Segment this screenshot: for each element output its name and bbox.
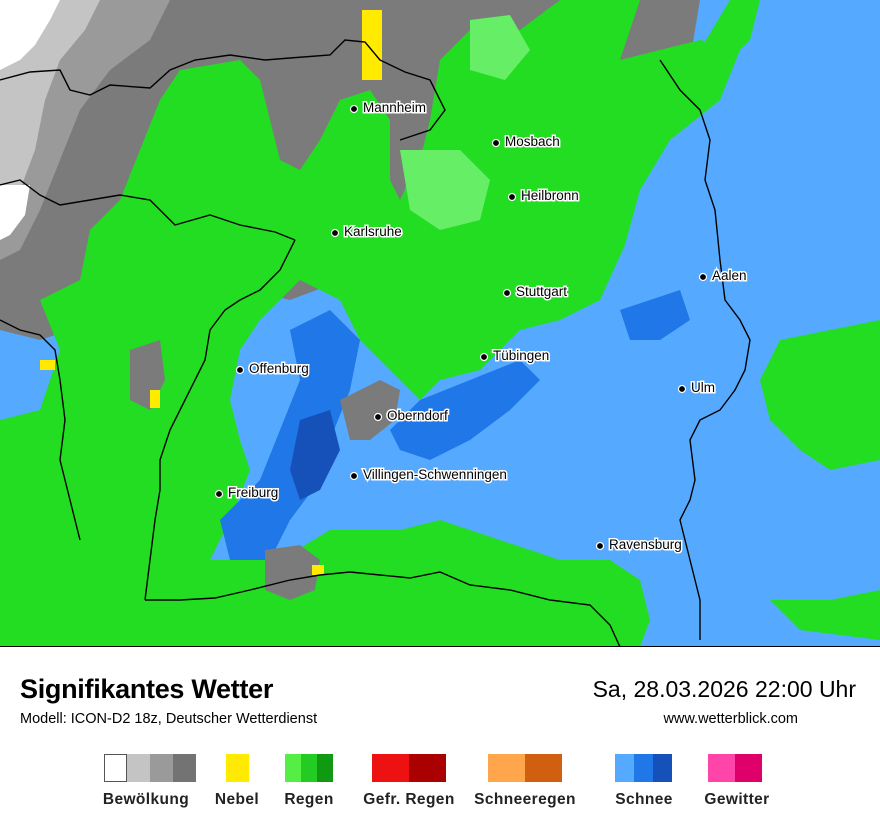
page-title: Signifikantes Wetter	[20, 674, 274, 704]
snow-area-dark-west	[220, 310, 360, 560]
svg-text:Heilbronn: Heilbronn	[521, 188, 579, 203]
cloud-area-south	[265, 545, 320, 600]
legend-label-schneeregen: Schneeregen	[474, 791, 576, 808]
city-oberndorf[interactable]: Oberndorf	[373, 407, 450, 425]
svg-text:Mosbach: Mosbach	[505, 134, 560, 149]
swatch-cloud-dark	[173, 754, 196, 782]
legend-swatches-gefr-regen	[372, 754, 446, 782]
swatch-rain-mid	[301, 754, 317, 782]
swatch-freezing-rain-dark	[409, 754, 446, 782]
svg-text:Tübingen: Tübingen	[493, 348, 549, 363]
swatch-sleet-dark	[525, 754, 562, 782]
model-info: Modell: ICON-D2 18z, Deutscher Wetterdie…	[20, 711, 318, 727]
forecast-datetime: Sa, 28.03.2026 22:00 Uhr	[592, 676, 856, 702]
swatch-fog	[226, 754, 249, 782]
website-link[interactable]: www.wetterblick.com	[663, 711, 798, 727]
legend-swatches-nebel	[226, 754, 249, 782]
swatch-snow-dark	[653, 754, 672, 782]
city-mosbach[interactable]: Mosbach	[491, 133, 561, 151]
cloud-area-oberndorf	[340, 380, 400, 440]
city-ulm[interactable]: Ulm	[677, 379, 717, 397]
swatch-cloud-light	[127, 754, 150, 782]
swatch-thunderstorm-dark	[735, 754, 762, 782]
rain-area-light-2	[470, 15, 530, 80]
svg-text:Ravensburg: Ravensburg	[609, 537, 682, 552]
city-tuebingen[interactable]: Tübingen	[479, 347, 551, 365]
fog-area-2	[150, 390, 160, 408]
swatch-snow-light	[615, 754, 634, 782]
legend-label-nebel: Nebel	[214, 791, 260, 808]
legend-label-gefr-regen: Gefr. Regen	[363, 791, 455, 808]
legend-swatches-schnee	[615, 754, 672, 782]
legend-swatches-bewoelkung	[104, 754, 196, 782]
rain-area-light-1	[400, 150, 490, 230]
fog-area-3	[40, 360, 55, 370]
fog-area-4	[312, 565, 324, 575]
city-aalen[interactable]: Aalen	[698, 267, 748, 285]
city-karlsruhe[interactable]: Karlsruhe	[330, 223, 403, 241]
map-footer: Signifikantes Wetter Modell: ICON-D2 18z…	[0, 647, 880, 830]
country-borders	[0, 39, 751, 647]
cloud-area-clear	[0, 0, 60, 240]
swatch-snow-mid	[634, 754, 653, 782]
legend-label-schnee: Schnee	[615, 791, 673, 808]
city-stuttgart[interactable]: Stuttgart	[502, 283, 569, 301]
rain-area-se	[770, 590, 880, 640]
fog-area-1	[362, 10, 382, 80]
rain-area-ne	[700, 0, 760, 70]
legend: Bewölkung Nebel Regen Gefr. Regen	[0, 753, 880, 823]
svg-text:Oberndorf: Oberndorf	[387, 408, 448, 423]
city-ravensburg[interactable]: Ravensburg	[595, 536, 683, 554]
swatch-cloud-mid	[150, 754, 173, 782]
legend-swatches-schneeregen	[488, 754, 562, 782]
city-offenburg[interactable]: Offenburg	[235, 360, 310, 378]
swatch-clear	[104, 754, 127, 782]
rain-area-main	[0, 0, 740, 647]
legend-swatches-regen	[285, 754, 333, 782]
snow-area-dark-east	[620, 290, 690, 340]
svg-text:Ulm: Ulm	[691, 380, 715, 395]
city-mannheim[interactable]: Mannheim	[349, 99, 428, 117]
svg-text:Karlsruhe: Karlsruhe	[344, 224, 402, 239]
rain-area-east	[760, 320, 880, 470]
legend-label-regen: Regen	[284, 791, 334, 808]
svg-text:Stuttgart: Stuttgart	[516, 284, 567, 299]
svg-text:Freiburg: Freiburg	[228, 485, 278, 500]
swatch-rain-dark	[317, 754, 333, 782]
legend-label-gewitter: Gewitter	[704, 791, 770, 808]
svg-text:Mannheim: Mannheim	[363, 100, 426, 115]
weather-map: Mannheim Mosbach Heilbronn Karlsruhe Stu…	[0, 0, 880, 647]
city-freiburg[interactable]: Freiburg	[214, 484, 280, 502]
swatch-freezing-rain-light	[372, 754, 409, 782]
legend-swatches-gewitter	[708, 754, 762, 782]
svg-text:Aalen: Aalen	[712, 268, 747, 283]
city-heilbronn[interactable]: Heilbronn	[507, 187, 580, 205]
swatch-sleet-light	[488, 754, 525, 782]
swatch-rain-light	[285, 754, 301, 782]
cities: Mannheim Mosbach Heilbronn Karlsruhe Stu…	[214, 99, 748, 554]
svg-text:Offenburg: Offenburg	[249, 361, 309, 376]
swatch-thunderstorm-light	[708, 754, 735, 782]
legend-label-bewoelkung: Bewölkung	[102, 791, 190, 808]
city-villingen-schwenningen[interactable]: Villingen-Schwenningen	[349, 466, 508, 484]
svg-text:Villingen-Schwenningen: Villingen-Schwenningen	[363, 467, 507, 482]
snow-area-darkest	[290, 410, 340, 500]
snow-area-dark-central	[390, 360, 540, 460]
